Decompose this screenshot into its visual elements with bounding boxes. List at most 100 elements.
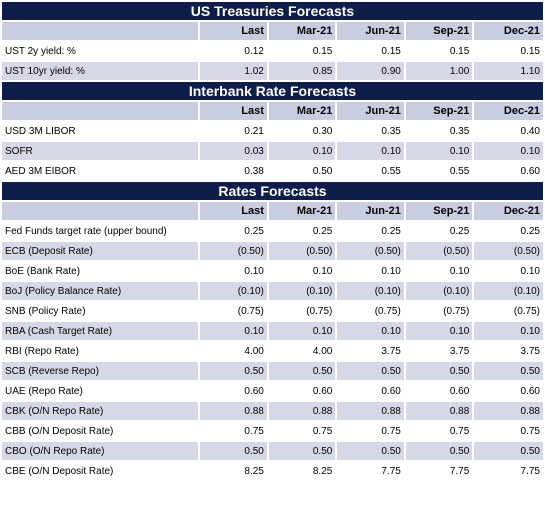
cell-mar-21: 0.75 xyxy=(268,422,336,440)
cell-sep-21: 0.10 xyxy=(405,322,473,340)
cell-sep-21: (0.10) xyxy=(405,282,473,300)
section-title-row: US Treasuries Forecasts xyxy=(2,2,543,20)
table-row: BoE (Bank Rate) 0.10 0.10 0.10 0.10 0.10 xyxy=(2,262,543,280)
table-row: CBE (O/N Deposit Rate) 8.25 8.25 7.75 7.75 7.… xyxy=(2,462,543,480)
column-header-dec-21: Dec-21 xyxy=(474,202,543,220)
cell-mar-21: 0.85 xyxy=(268,62,336,80)
cell-dec-21: (0.10) xyxy=(474,282,543,300)
cell-jun-21: 3.75 xyxy=(337,342,404,360)
cell-dec-21: 0.88 xyxy=(474,402,543,420)
cell-last: 0.12 xyxy=(200,42,267,60)
cell-jun-21: 0.88 xyxy=(337,402,404,420)
row-label: ECB (Deposit Rate) xyxy=(2,242,199,260)
cell-dec-21: 0.60 xyxy=(474,382,543,400)
row-label: BoJ (Policy Balance Rate) xyxy=(2,282,199,300)
cell-dec-21: 0.50 xyxy=(474,362,543,380)
cell-mar-21: (0.50) xyxy=(268,242,336,260)
row-label: Fed Funds target rate (upper bound) xyxy=(2,222,199,240)
cell-dec-21: 0.40 xyxy=(474,122,543,140)
cell-mar-21: 0.15 xyxy=(268,42,336,60)
table-row: USD 3M LIBOR 0.21 0.30 0.35 0.35 0.40 xyxy=(2,122,543,140)
cell-sep-21: 0.88 xyxy=(405,402,473,420)
cell-mar-21: 0.88 xyxy=(268,402,336,420)
cell-mar-21: 0.30 xyxy=(268,122,336,140)
cell-jun-21: (0.75) xyxy=(337,302,404,320)
cell-mar-21: 0.25 xyxy=(268,222,336,240)
cell-last: (0.75) xyxy=(200,302,267,320)
cell-dec-21: 0.25 xyxy=(474,222,543,240)
cell-jun-21: 0.60 xyxy=(337,382,404,400)
column-header-mar-21: Mar-21 xyxy=(268,22,336,40)
cell-mar-21: 0.60 xyxy=(268,382,336,400)
cell-jun-21: 0.50 xyxy=(337,442,404,460)
column-header-blank xyxy=(2,102,199,120)
column-header-row: Last Mar-21 Jun-21 Sep-21 Dec-21 xyxy=(2,22,543,40)
table-row: SOFR 0.03 0.10 0.10 0.10 0.10 xyxy=(2,142,543,160)
table-row: Fed Funds target rate (upper bound) 0.25 0… xyxy=(2,222,543,240)
cell-sep-21: 1.00 xyxy=(405,62,473,80)
column-header-jun-21: Jun-21 xyxy=(337,102,404,120)
cell-jun-21: 0.10 xyxy=(337,322,404,340)
cell-dec-21: 0.10 xyxy=(474,142,543,160)
row-label: CBE (O/N Deposit Rate) xyxy=(2,462,199,480)
section-title-interbank-rate-forecasts: Interbank Rate Forecasts xyxy=(2,82,543,100)
forecast-table-body: US Treasuries Forecasts Last Mar-21 Jun-21 S… xyxy=(2,2,543,480)
cell-dec-21: (0.75) xyxy=(474,302,543,320)
column-header-sep-21: Sep-21 xyxy=(405,102,473,120)
column-header-sep-21: Sep-21 xyxy=(405,22,473,40)
table-row: UST 10yr yield: % 1.02 0.85 0.90 1.00 1.10 xyxy=(2,62,543,80)
row-label: SCB (Reverse Repo) xyxy=(2,362,199,380)
row-label: CBO (O/N Repo Rate) xyxy=(2,442,199,460)
cell-last: 0.21 xyxy=(200,122,267,140)
table-row: CBK (O/N Repo Rate) 0.88 0.88 0.88 0.88 0.88 xyxy=(2,402,543,420)
column-header-last: Last xyxy=(200,102,267,120)
cell-mar-21: 8.25 xyxy=(268,462,336,480)
cell-mar-21: (0.10) xyxy=(268,282,336,300)
cell-jun-21: 0.75 xyxy=(337,422,404,440)
column-header-row: Last Mar-21 Jun-21 Sep-21 Dec-21 xyxy=(2,202,543,220)
row-label: UST 2y yield: % xyxy=(2,42,199,60)
row-label: AED 3M EIBOR xyxy=(2,162,199,180)
table-row: ECB (Deposit Rate) (0.50) (0.50) (0.50) (0.5… xyxy=(2,242,543,260)
cell-jun-21: (0.50) xyxy=(337,242,404,260)
cell-jun-21: 0.50 xyxy=(337,362,404,380)
cell-jun-21: 0.35 xyxy=(337,122,404,140)
row-label: SNB (Policy Rate) xyxy=(2,302,199,320)
cell-last: 0.88 xyxy=(200,402,267,420)
row-label: BoE (Bank Rate) xyxy=(2,262,199,280)
cell-mar-21: 0.50 xyxy=(268,442,336,460)
cell-mar-21: 0.10 xyxy=(268,322,336,340)
cell-last: 0.75 xyxy=(200,422,267,440)
section-title-rates-forecasts: Rates Forecasts xyxy=(2,182,543,200)
cell-sep-21: 0.75 xyxy=(405,422,473,440)
table-row: RBA (Cash Target Rate) 0.10 0.10 0.10 0.10 0.… xyxy=(2,322,543,340)
row-label: USD 3M LIBOR xyxy=(2,122,199,140)
column-header-jun-21: Jun-21 xyxy=(337,22,404,40)
column-header-mar-21: Mar-21 xyxy=(268,202,336,220)
section-title-us-treasuries-forecasts: US Treasuries Forecasts xyxy=(2,2,543,20)
cell-jun-21: 0.10 xyxy=(337,262,404,280)
cell-jun-21: 0.55 xyxy=(337,162,404,180)
cell-dec-21: 0.75 xyxy=(474,422,543,440)
cell-last: 0.50 xyxy=(200,442,267,460)
cell-jun-21: 0.90 xyxy=(337,62,404,80)
cell-last: 1.02 xyxy=(200,62,267,80)
section-title-row: Rates Forecasts xyxy=(2,182,543,200)
cell-last: 0.25 xyxy=(200,222,267,240)
table-row: SCB (Reverse Repo) 0.50 0.50 0.50 0.50 0.50 xyxy=(2,362,543,380)
row-label: RBA (Cash Target Rate) xyxy=(2,322,199,340)
cell-sep-21: 0.55 xyxy=(405,162,473,180)
cell-last: 0.03 xyxy=(200,142,267,160)
cell-mar-21: 0.10 xyxy=(268,262,336,280)
cell-dec-21: 0.10 xyxy=(474,262,543,280)
cell-jun-21: 0.25 xyxy=(337,222,404,240)
cell-dec-21: 1.10 xyxy=(474,62,543,80)
cell-last: 0.10 xyxy=(200,262,267,280)
cell-sep-21: 7.75 xyxy=(405,462,473,480)
cell-sep-21: 0.50 xyxy=(405,362,473,380)
cell-last: 0.38 xyxy=(200,162,267,180)
table-row: RBI (Repo Rate) 4.00 4.00 3.75 3.75 3.75 xyxy=(2,342,543,360)
cell-sep-21: 0.15 xyxy=(405,42,473,60)
table-row: UST 2y yield: % 0.12 0.15 0.15 0.15 0.15 xyxy=(2,42,543,60)
column-header-sep-21: Sep-21 xyxy=(405,202,473,220)
